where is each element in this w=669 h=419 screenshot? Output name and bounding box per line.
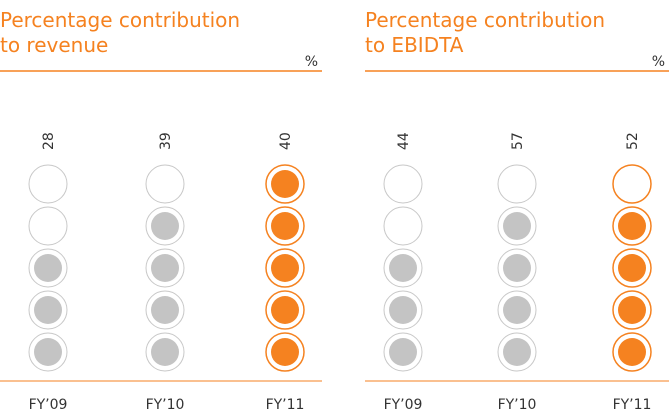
x-tick-label: FY’11 <box>613 397 652 413</box>
dot-fill <box>271 338 299 366</box>
dot-fill <box>389 254 417 282</box>
dot <box>383 164 423 204</box>
dot-fill <box>34 296 62 324</box>
dot-fill <box>271 254 299 282</box>
x-tick-label: FY’11 <box>266 397 305 413</box>
dot <box>28 164 68 204</box>
dot <box>497 164 537 204</box>
dot-column <box>145 164 185 372</box>
dot <box>383 206 423 246</box>
dot-fill <box>34 254 62 282</box>
value-label: 44 <box>396 132 412 150</box>
unit-label: % <box>305 54 318 70</box>
dot-fill <box>503 296 531 324</box>
dot-fill <box>271 170 299 198</box>
dot-fill <box>271 296 299 324</box>
dot-fill <box>618 212 646 240</box>
dot-fill <box>503 212 531 240</box>
value-label: 57 <box>510 132 526 150</box>
dot-fill <box>618 296 646 324</box>
dot <box>612 164 652 204</box>
dot-fill <box>503 254 531 282</box>
dot-column <box>265 164 305 372</box>
dot-fill <box>389 296 417 324</box>
dot-fill <box>271 212 299 240</box>
dot-fill <box>34 338 62 366</box>
dot-column <box>28 164 68 372</box>
dot-fill <box>151 296 179 324</box>
dot-fill <box>389 338 417 366</box>
dot-column <box>497 164 537 372</box>
value-label: 39 <box>158 132 174 150</box>
x-tick-label: FY’09 <box>29 397 68 413</box>
chart-title: Percentage contribution to EBIDTA <box>365 8 606 57</box>
dot-fill <box>151 212 179 240</box>
dot-fill <box>151 338 179 366</box>
value-label: 40 <box>278 132 294 150</box>
dot <box>28 206 68 246</box>
dot <box>145 164 185 204</box>
value-label: 52 <box>625 132 641 150</box>
dot-column <box>612 164 652 372</box>
x-tick-label: FY’10 <box>146 397 185 413</box>
dot-fill <box>618 338 646 366</box>
dot-column <box>383 164 423 372</box>
dot-fill <box>151 254 179 282</box>
dot-fill <box>503 338 531 366</box>
chart-title: Percentage contribution to revenue <box>0 8 241 57</box>
x-tick-label: FY’09 <box>384 397 423 413</box>
dot-fill <box>618 254 646 282</box>
value-label: 28 <box>41 132 57 150</box>
x-tick-label: FY’10 <box>498 397 537 413</box>
unit-label: % <box>652 54 665 70</box>
